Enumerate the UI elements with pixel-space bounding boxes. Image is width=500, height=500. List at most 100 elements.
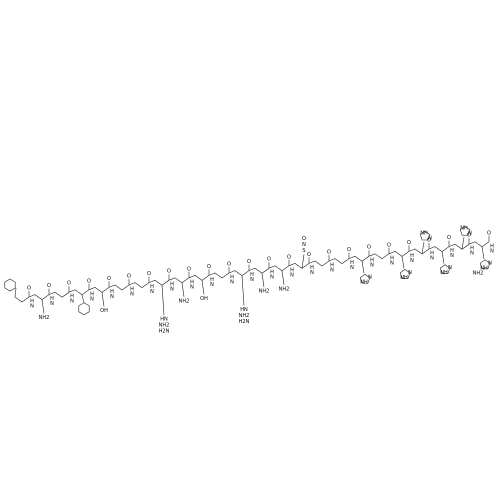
side-chain xyxy=(201,280,205,295)
ring xyxy=(359,273,371,284)
atom-label: NH2 xyxy=(473,270,484,276)
atom-label: N xyxy=(410,258,414,264)
atom-label: N xyxy=(230,280,234,286)
atom-label: O xyxy=(207,264,211,270)
atom-label: N xyxy=(270,275,274,281)
ring xyxy=(399,269,411,279)
atom-label: N xyxy=(450,253,454,259)
atom-label: N xyxy=(428,236,432,242)
atom-label: O xyxy=(127,274,131,280)
atom-label: H xyxy=(350,260,354,266)
atom-label: O xyxy=(67,281,71,287)
atom-label: NH xyxy=(480,265,488,271)
atom-label: N xyxy=(250,277,254,283)
ring xyxy=(419,230,431,241)
atom-label: N xyxy=(430,256,434,262)
side-chain xyxy=(361,261,365,274)
ring xyxy=(4,278,16,292)
atom-label: O xyxy=(387,242,391,248)
atom-label: O xyxy=(27,286,31,292)
atom-label: N xyxy=(488,260,492,266)
atom-label: H xyxy=(310,265,314,271)
atom-label: H2N xyxy=(239,319,250,325)
atom-label: NH2 xyxy=(179,298,190,304)
atom-label: NH xyxy=(360,280,368,286)
atom-label: N xyxy=(470,251,474,257)
side-chain xyxy=(241,275,245,306)
atom-label: NH2 xyxy=(239,313,250,319)
atom-label: H xyxy=(50,296,54,302)
atom-label: HN xyxy=(240,307,248,313)
side-chain xyxy=(421,241,425,255)
side-chain xyxy=(281,270,285,285)
atom-label: N xyxy=(370,263,374,269)
atom-label: NH2 xyxy=(259,289,270,295)
atom-label: NH2 xyxy=(39,315,50,321)
atom-label: O xyxy=(427,238,431,244)
atom-label: O xyxy=(227,262,231,268)
atom-label: O xyxy=(187,266,191,272)
atom-label: N xyxy=(190,284,194,290)
atom-label: N xyxy=(302,242,306,248)
atom-label: O xyxy=(347,247,351,253)
atom-label: N xyxy=(150,289,154,295)
side-chain xyxy=(461,237,465,250)
atom-label: H xyxy=(450,248,454,254)
atom-label: NH xyxy=(420,231,428,237)
atom-label: HN xyxy=(160,317,168,323)
atom-label: N xyxy=(90,296,94,302)
atom-label: N xyxy=(330,268,334,274)
side-chain xyxy=(41,299,45,314)
atom-label: O xyxy=(267,257,271,263)
side-chain xyxy=(301,254,305,269)
side-chain xyxy=(161,285,165,316)
atom-label: H2N xyxy=(159,329,170,335)
side-chain xyxy=(101,292,105,307)
atom-label: H xyxy=(470,246,474,252)
atom-label: O xyxy=(302,236,306,242)
atom-label: O xyxy=(167,269,171,275)
atom-label: O xyxy=(47,283,51,289)
atom-label: N xyxy=(448,265,452,271)
atom-label: NH2 xyxy=(279,286,290,292)
atom-label: O xyxy=(467,233,471,239)
atom-label: O xyxy=(407,240,411,246)
atom-label: H xyxy=(290,267,294,273)
atom-label: H xyxy=(250,272,254,278)
atom-label: O xyxy=(147,271,151,277)
atom-label: H xyxy=(130,287,134,293)
atom-label: N xyxy=(30,304,34,310)
atom-label: N xyxy=(210,282,214,288)
atom-label: O xyxy=(367,245,371,251)
atom-label: H xyxy=(90,291,94,297)
atom-label: H xyxy=(490,243,494,249)
atom-label: O xyxy=(107,276,111,282)
atom-label: N xyxy=(368,275,372,281)
atom-label: N xyxy=(390,260,394,266)
ring xyxy=(459,225,471,236)
atom-label: H xyxy=(390,255,394,261)
atom-label: H xyxy=(150,284,154,290)
side-chain xyxy=(441,251,445,264)
atom-label: H xyxy=(110,289,114,295)
atom-label: N xyxy=(70,299,74,305)
atom-label: O xyxy=(327,250,331,256)
ring xyxy=(439,264,451,274)
atom-label: N xyxy=(170,287,174,293)
atom-label: H xyxy=(330,263,334,269)
atom-label: S xyxy=(302,248,305,254)
atom-label: N xyxy=(408,270,412,276)
backbone xyxy=(14,241,490,303)
side-chain xyxy=(481,246,485,259)
atom-label: N xyxy=(468,231,472,237)
atom-label: N xyxy=(290,272,294,278)
atom-label: O xyxy=(487,230,491,236)
atom-label: NH xyxy=(400,275,408,281)
atom-label: H xyxy=(30,299,34,305)
side-chain xyxy=(181,282,185,297)
side-chain xyxy=(81,294,85,303)
atom-label: NH2 xyxy=(159,323,170,329)
atom-label: O xyxy=(247,259,251,265)
ring xyxy=(479,259,491,270)
